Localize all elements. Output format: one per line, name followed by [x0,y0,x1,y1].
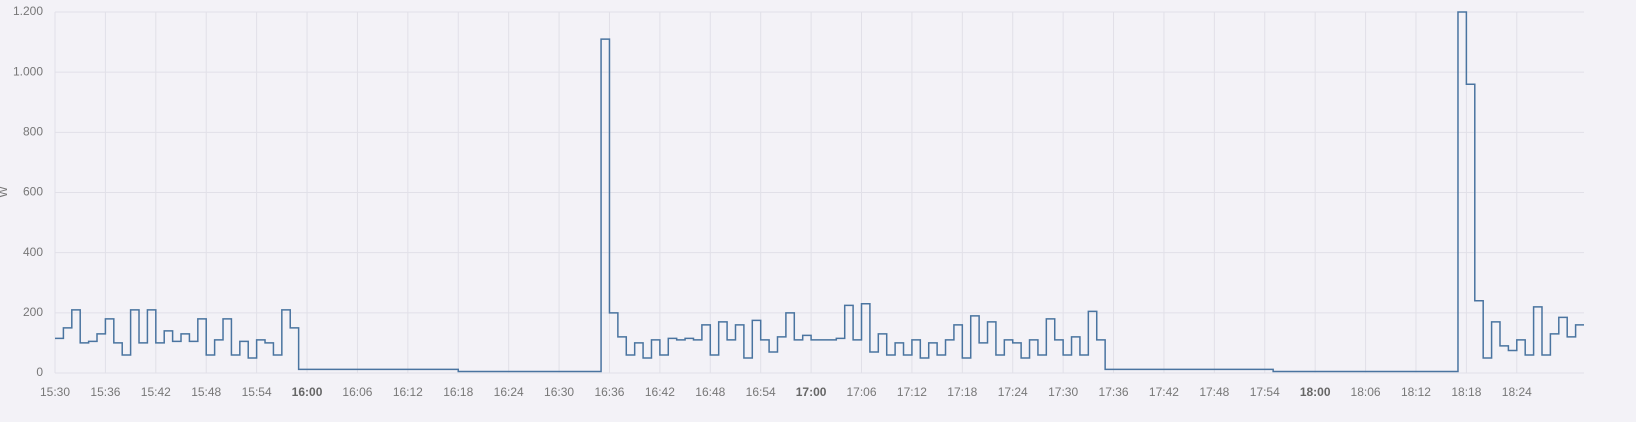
y-axis-label: W [0,186,10,198]
x-tick-label: 18:24 [1502,385,1532,399]
x-tick-label: 16:30 [544,385,574,399]
y-tick-label: 600 [23,185,43,199]
x-tick-label: 15:36 [90,385,120,399]
x-tick-label: 15:54 [242,385,272,399]
y-tick-label: 0 [36,365,43,379]
x-tick-label: 18:12 [1401,385,1431,399]
x-tick-label: 17:06 [846,385,876,399]
x-tick-label: 16:12 [393,385,423,399]
x-tick-label: 16:36 [594,385,624,399]
y-tick-label: 400 [23,245,43,259]
x-tick-label: 17:36 [1099,385,1129,399]
y-tick-label: 1.000 [13,64,43,78]
x-tick-label: 17:00 [796,385,827,399]
x-tick-label: 16:06 [342,385,372,399]
x-tick-label: 17:42 [1149,385,1179,399]
y-tick-label: 1.200 [13,4,43,18]
x-tick-label: 17:48 [1199,385,1229,399]
x-tick-label: 16:18 [443,385,473,399]
x-tick-label: 16:48 [695,385,725,399]
x-tick-label: 15:48 [191,385,221,399]
x-tick-label: 17:18 [947,385,977,399]
x-tick-label: 15:42 [141,385,171,399]
y-tick-label: 200 [23,305,43,319]
x-tick-label: 16:00 [292,385,323,399]
x-tick-label: 17:54 [1250,385,1280,399]
x-tick-label: 16:24 [494,385,524,399]
x-tick-label: 18:18 [1451,385,1481,399]
y-tick-label: 800 [23,125,43,139]
data-line [55,11,1584,373]
x-tick-label: 17:30 [1048,385,1078,399]
x-tick-label: 15:30 [40,385,70,399]
x-tick-label: 17:12 [897,385,927,399]
x-tick-label: 17:24 [998,385,1028,399]
x-tick-label: 18:00 [1300,385,1331,399]
x-tick-label: 18:06 [1351,385,1381,399]
x-tick-label: 16:42 [645,385,675,399]
x-tick-label: 16:54 [746,385,776,399]
